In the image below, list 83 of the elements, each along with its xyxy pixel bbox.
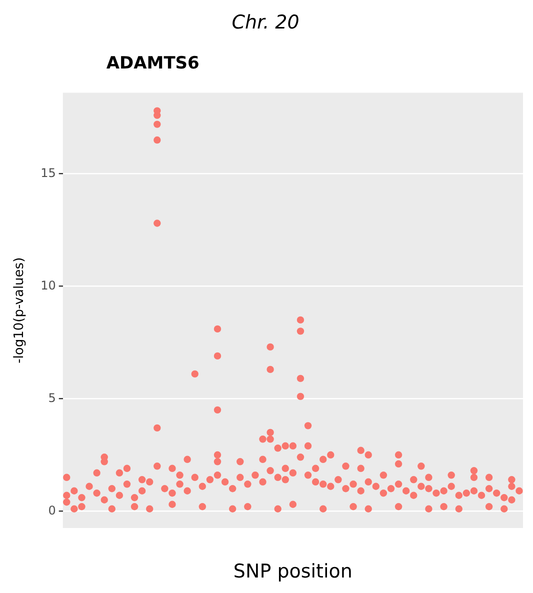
point	[93, 469, 100, 476]
point	[380, 472, 388, 479]
point	[485, 474, 493, 481]
point	[266, 343, 274, 351]
point	[259, 456, 266, 464]
point	[154, 120, 161, 128]
point	[154, 424, 161, 432]
point	[425, 474, 432, 481]
point	[289, 442, 297, 450]
point	[146, 505, 154, 512]
point	[418, 462, 425, 470]
point	[485, 503, 493, 510]
point	[282, 464, 289, 472]
point	[70, 505, 78, 512]
point	[184, 456, 191, 464]
point	[448, 472, 455, 479]
point	[312, 464, 320, 472]
point	[214, 406, 222, 414]
point	[394, 503, 402, 510]
point	[282, 442, 289, 450]
point	[138, 476, 146, 484]
point	[508, 476, 516, 484]
point	[440, 503, 448, 510]
point	[154, 220, 161, 227]
y-tick-label: 10	[40, 278, 56, 292]
point	[274, 444, 282, 452]
point	[410, 476, 418, 484]
chart-title: Chr. 20	[232, 11, 300, 34]
point	[455, 505, 462, 512]
point	[63, 474, 70, 481]
point	[364, 505, 372, 512]
point	[327, 451, 334, 459]
point	[154, 136, 161, 144]
point	[320, 505, 327, 512]
point	[108, 505, 116, 512]
point	[266, 467, 274, 474]
point	[191, 370, 198, 378]
point	[63, 492, 70, 499]
point	[168, 464, 176, 472]
y-tick-label: 5	[48, 390, 56, 405]
text: ADAMTS6	[106, 54, 200, 74]
point	[304, 442, 312, 450]
point	[123, 464, 131, 472]
point	[296, 328, 304, 335]
point	[214, 472, 222, 479]
point	[470, 467, 478, 474]
point	[214, 352, 222, 360]
y-tick-label: 15	[40, 166, 56, 180]
point	[364, 451, 372, 459]
point	[394, 451, 402, 459]
point	[176, 472, 184, 479]
point	[470, 474, 478, 481]
point	[78, 503, 86, 510]
point	[116, 469, 124, 476]
point	[508, 482, 516, 490]
point	[168, 500, 176, 508]
point	[274, 505, 282, 512]
point	[259, 436, 266, 443]
point	[320, 456, 327, 464]
point	[198, 503, 206, 510]
point	[394, 460, 402, 468]
point	[236, 458, 244, 466]
point	[357, 464, 364, 472]
y-tick-label: 0	[48, 503, 56, 518]
x-axis-title: SNP position	[233, 560, 352, 583]
point	[304, 422, 312, 430]
point	[244, 503, 252, 510]
point	[425, 505, 432, 512]
point	[289, 500, 297, 508]
point	[214, 325, 222, 333]
point	[214, 458, 222, 466]
point	[296, 316, 304, 324]
point	[296, 392, 304, 400]
point	[228, 505, 236, 512]
point	[342, 462, 350, 470]
point	[130, 503, 138, 510]
y-axis-title: -log10(p-values)	[12, 257, 28, 364]
point	[266, 366, 274, 374]
point	[350, 503, 357, 510]
point	[296, 374, 304, 382]
point	[500, 505, 508, 512]
point	[357, 446, 364, 454]
point	[266, 428, 274, 436]
